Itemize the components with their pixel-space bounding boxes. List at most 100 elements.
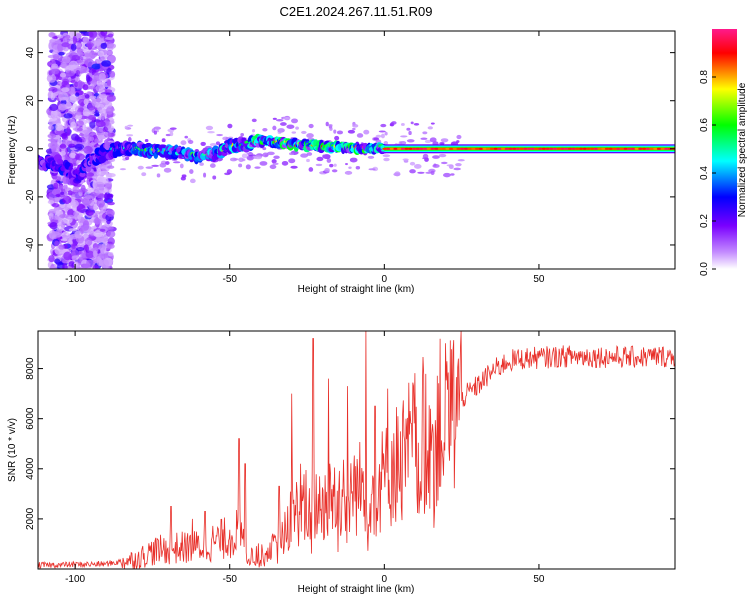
spectrogram-cell xyxy=(63,113,73,119)
spectrogram-cell xyxy=(266,151,275,156)
spectrogram-cell xyxy=(207,131,215,134)
spectrogram-cell xyxy=(145,166,153,169)
spectrogram-cell xyxy=(87,115,97,121)
spectrogram-cell xyxy=(590,147,595,150)
spectrogram-cell xyxy=(55,210,60,214)
spectrogram-cell xyxy=(58,51,65,56)
spectrogram-cell xyxy=(259,161,268,166)
spectrogram-cell xyxy=(62,263,68,269)
spectrogram-cell xyxy=(50,110,58,118)
spectrogram-cell xyxy=(441,147,446,150)
spectrogram-cell xyxy=(273,155,280,160)
spectrogram-cell xyxy=(508,147,513,150)
spectrogram-cell xyxy=(95,97,102,103)
spectrogram-cell xyxy=(410,121,414,125)
spectrogram-cell xyxy=(467,147,472,150)
spectrogram-cell xyxy=(46,73,57,83)
spectrogram-ylabel: Frequency (Hz) xyxy=(7,116,18,185)
spectrogram-cell xyxy=(382,154,391,158)
spectrogram-cell xyxy=(272,162,279,165)
spectrogram-cell xyxy=(82,129,89,134)
spectrogram-cell xyxy=(238,163,243,168)
spectrogram-cell xyxy=(153,126,161,130)
spectrogram-panel: -100 -50 0 50 -40 -20 0 20 40 Height of straight… xyxy=(7,30,676,295)
colorbar-label: Normalized spectral amplitude xyxy=(737,82,748,217)
spectrogram-cell xyxy=(94,189,105,194)
spectrogram-cell xyxy=(394,171,401,177)
spectrogram-cell xyxy=(486,147,491,150)
spectrogram-frame xyxy=(37,30,676,270)
spectrogram-cell xyxy=(57,138,63,146)
spectrogram-cell xyxy=(224,172,231,176)
spectrogram-cell xyxy=(172,161,181,164)
spectrogram-cell xyxy=(106,194,114,200)
spectrogram-cell xyxy=(627,147,632,150)
spectrogram-cell xyxy=(515,147,520,150)
spectrogram-cell xyxy=(48,125,54,131)
spectrogram-cell xyxy=(368,168,376,171)
spectrogram-cell xyxy=(215,141,221,146)
spectrogram-cell xyxy=(281,160,289,166)
spectrogram-cell xyxy=(65,58,70,64)
colorbar-tick-label: 0.4 xyxy=(699,166,710,180)
spectrogram-cell xyxy=(356,133,364,138)
spectrogram-cell xyxy=(446,164,454,167)
spectrogram-cell xyxy=(73,210,80,218)
spectrogram-cell xyxy=(419,147,424,150)
spectrogram-cell xyxy=(106,79,112,87)
spectrogram-cell xyxy=(262,147,267,151)
spectrogram-cell xyxy=(65,70,75,77)
spectrogram-cell xyxy=(306,152,313,156)
spectrogram-cell xyxy=(93,229,103,238)
spectrogram-cell xyxy=(107,165,115,169)
spectrogram-cell xyxy=(288,158,296,164)
spectrogram-cell xyxy=(645,147,650,150)
spectrogram-cell xyxy=(70,86,76,94)
spectrogram-cell xyxy=(70,121,77,129)
spectrogram-cell xyxy=(440,161,448,165)
spectrogram-cell xyxy=(100,259,110,268)
spectrogram-cell xyxy=(137,165,144,170)
spectrogram-cell xyxy=(329,163,334,168)
spectrogram-cell xyxy=(153,130,158,135)
spectrogram-cell xyxy=(400,122,405,126)
spectrogram-cell xyxy=(77,214,82,220)
spectrogram-cell xyxy=(549,147,554,150)
spectrogram-cell xyxy=(456,147,461,150)
spectrogram-cell xyxy=(100,31,108,37)
spectrogram-cell xyxy=(575,147,580,150)
spectrogram-cell xyxy=(79,172,86,177)
spectrogram-cell xyxy=(375,134,382,138)
spectrogram-heatmap xyxy=(38,31,675,269)
spectrogram-ytick-label: 0 xyxy=(25,146,36,152)
spectrogram-cell xyxy=(534,147,539,150)
spectrogram-cell xyxy=(280,122,287,126)
spectrogram-cell xyxy=(430,170,435,176)
spectrogram-cell xyxy=(84,237,93,247)
spectrogram-cell xyxy=(82,84,89,91)
spectrogram-cell xyxy=(49,103,59,112)
spectrogram-cell xyxy=(619,147,624,150)
spectrogram-cell xyxy=(54,176,62,181)
spectrogram-cell xyxy=(51,215,61,220)
spectrogram-cell xyxy=(399,140,407,145)
spectrogram-cell xyxy=(233,158,239,161)
spectrogram-cell xyxy=(59,143,67,149)
spectrogram-cell xyxy=(100,247,105,254)
colorbar-tick-label: 0.0 xyxy=(699,262,710,276)
spectrogram-cell xyxy=(100,113,106,121)
spectrogram-cell xyxy=(384,131,388,136)
spectrogram-cell xyxy=(437,147,442,150)
spectrogram-cell xyxy=(107,251,114,257)
spectrogram-ytick-label: -20 xyxy=(25,189,36,204)
spectrogram-cell xyxy=(291,118,298,124)
snr-frame xyxy=(37,330,676,570)
spectrogram-cell xyxy=(251,118,257,123)
spectrogram-cell xyxy=(56,158,63,165)
spectrogram-xtick-label: 0 xyxy=(382,274,388,285)
spectrogram-cell xyxy=(254,155,263,160)
spectrogram-cell xyxy=(367,155,375,159)
spectrogram-cell xyxy=(85,210,94,216)
spectrogram-cell xyxy=(77,52,85,57)
spectrogram-cell xyxy=(97,238,107,243)
